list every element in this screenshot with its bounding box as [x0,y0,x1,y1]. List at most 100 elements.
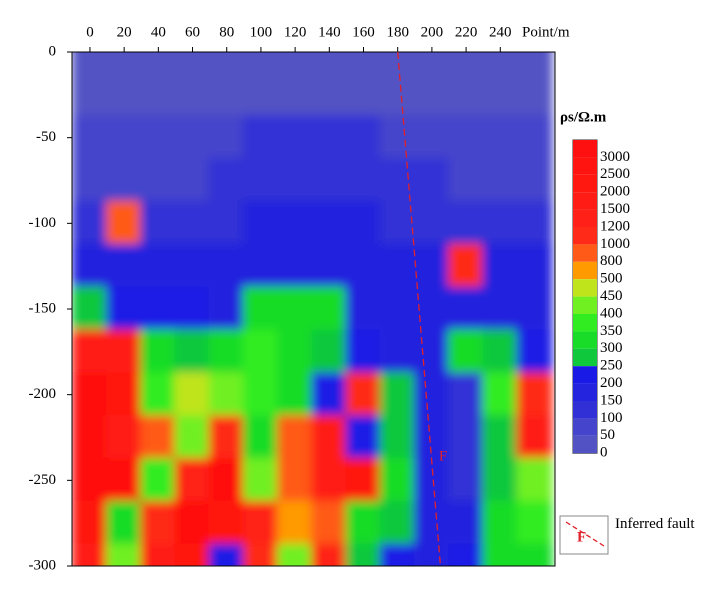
y-tick-label: 0 [49,43,57,59]
cell [242,286,280,332]
cell [174,372,211,418]
colorbar-swatch [573,140,597,158]
cell [277,115,314,161]
cell [140,543,177,566]
cell [447,372,485,418]
cell [174,72,211,118]
cell [72,372,109,418]
cell [140,286,177,332]
cell [447,329,485,375]
cell [311,72,348,118]
cell [242,543,280,566]
cell [208,500,245,546]
cell [174,543,211,566]
cell [106,158,143,203]
cell [72,457,109,503]
cell [345,52,382,75]
cell [174,52,211,75]
colorbar-label: 1500 [600,201,630,217]
cell [174,115,211,161]
cell [208,52,245,75]
cell [516,158,553,203]
cell [482,500,519,546]
cell [174,457,211,503]
cell [447,243,485,289]
cell [482,543,519,566]
colorbar-title: ρs/Ω.m [560,109,607,125]
colorbar-label: 450 [600,288,623,304]
colorbar-label: 2500 [600,166,630,182]
colorbar-swatch [573,296,597,314]
cell [106,500,143,546]
colorbar-label: 300 [600,340,623,356]
cell [345,457,382,503]
colorbar-swatch [573,366,597,384]
x-tick-label: 140 [318,24,341,40]
cell [413,500,450,546]
cell [482,158,519,203]
cell [482,243,519,289]
cell [277,52,314,75]
colorbar-label: 500 [600,271,623,287]
cell [242,115,280,161]
colorbar-label: 350 [600,323,623,339]
cell [140,200,177,246]
x-tick-label: 200 [421,24,444,40]
cell [208,415,245,460]
x-tick-label: 40 [151,24,166,40]
cell [311,243,348,289]
cell [413,543,450,566]
cell [277,543,314,566]
colorbar-swatch [573,348,597,367]
cell [413,52,450,75]
cell [345,329,382,375]
cell [482,72,519,118]
cell [447,115,485,161]
cell [106,329,143,375]
cell [208,329,245,375]
cell [413,329,450,375]
colorbar-label: 800 [600,253,623,269]
cell [447,286,485,332]
cell [311,286,348,332]
cell [516,115,553,161]
cell [345,115,382,161]
cell [72,543,109,566]
colorbar-swatch [573,157,597,175]
cell [311,500,348,546]
cell [72,415,109,460]
fault-label: F [439,449,447,465]
colorbar-swatch [573,435,597,454]
cell [242,243,280,289]
cell [311,115,348,161]
cell [242,329,280,375]
cell [277,415,314,460]
cell [345,72,382,118]
cell [516,286,553,332]
colorbar-label: 0 [600,445,608,461]
cell [174,286,211,332]
cell [413,243,450,289]
y-tick-label: -100 [29,215,57,231]
cell [72,243,109,289]
colorbar-swatch [573,383,597,401]
cell [72,72,109,118]
cell [311,457,348,503]
cell [140,500,177,546]
colorbar-swatch [573,279,597,297]
fault-legend-label: Inferred fault [615,516,695,532]
colorbar-swatch [573,261,597,280]
cell [208,115,245,161]
cell [345,415,382,460]
cell [277,329,314,375]
cell [447,72,485,118]
cell [447,52,485,75]
cell [106,457,143,503]
cell [379,158,416,203]
cell [72,500,109,546]
cells [72,52,553,566]
cell [447,158,485,203]
cell [277,200,314,246]
cell [311,200,348,246]
cell [174,200,211,246]
